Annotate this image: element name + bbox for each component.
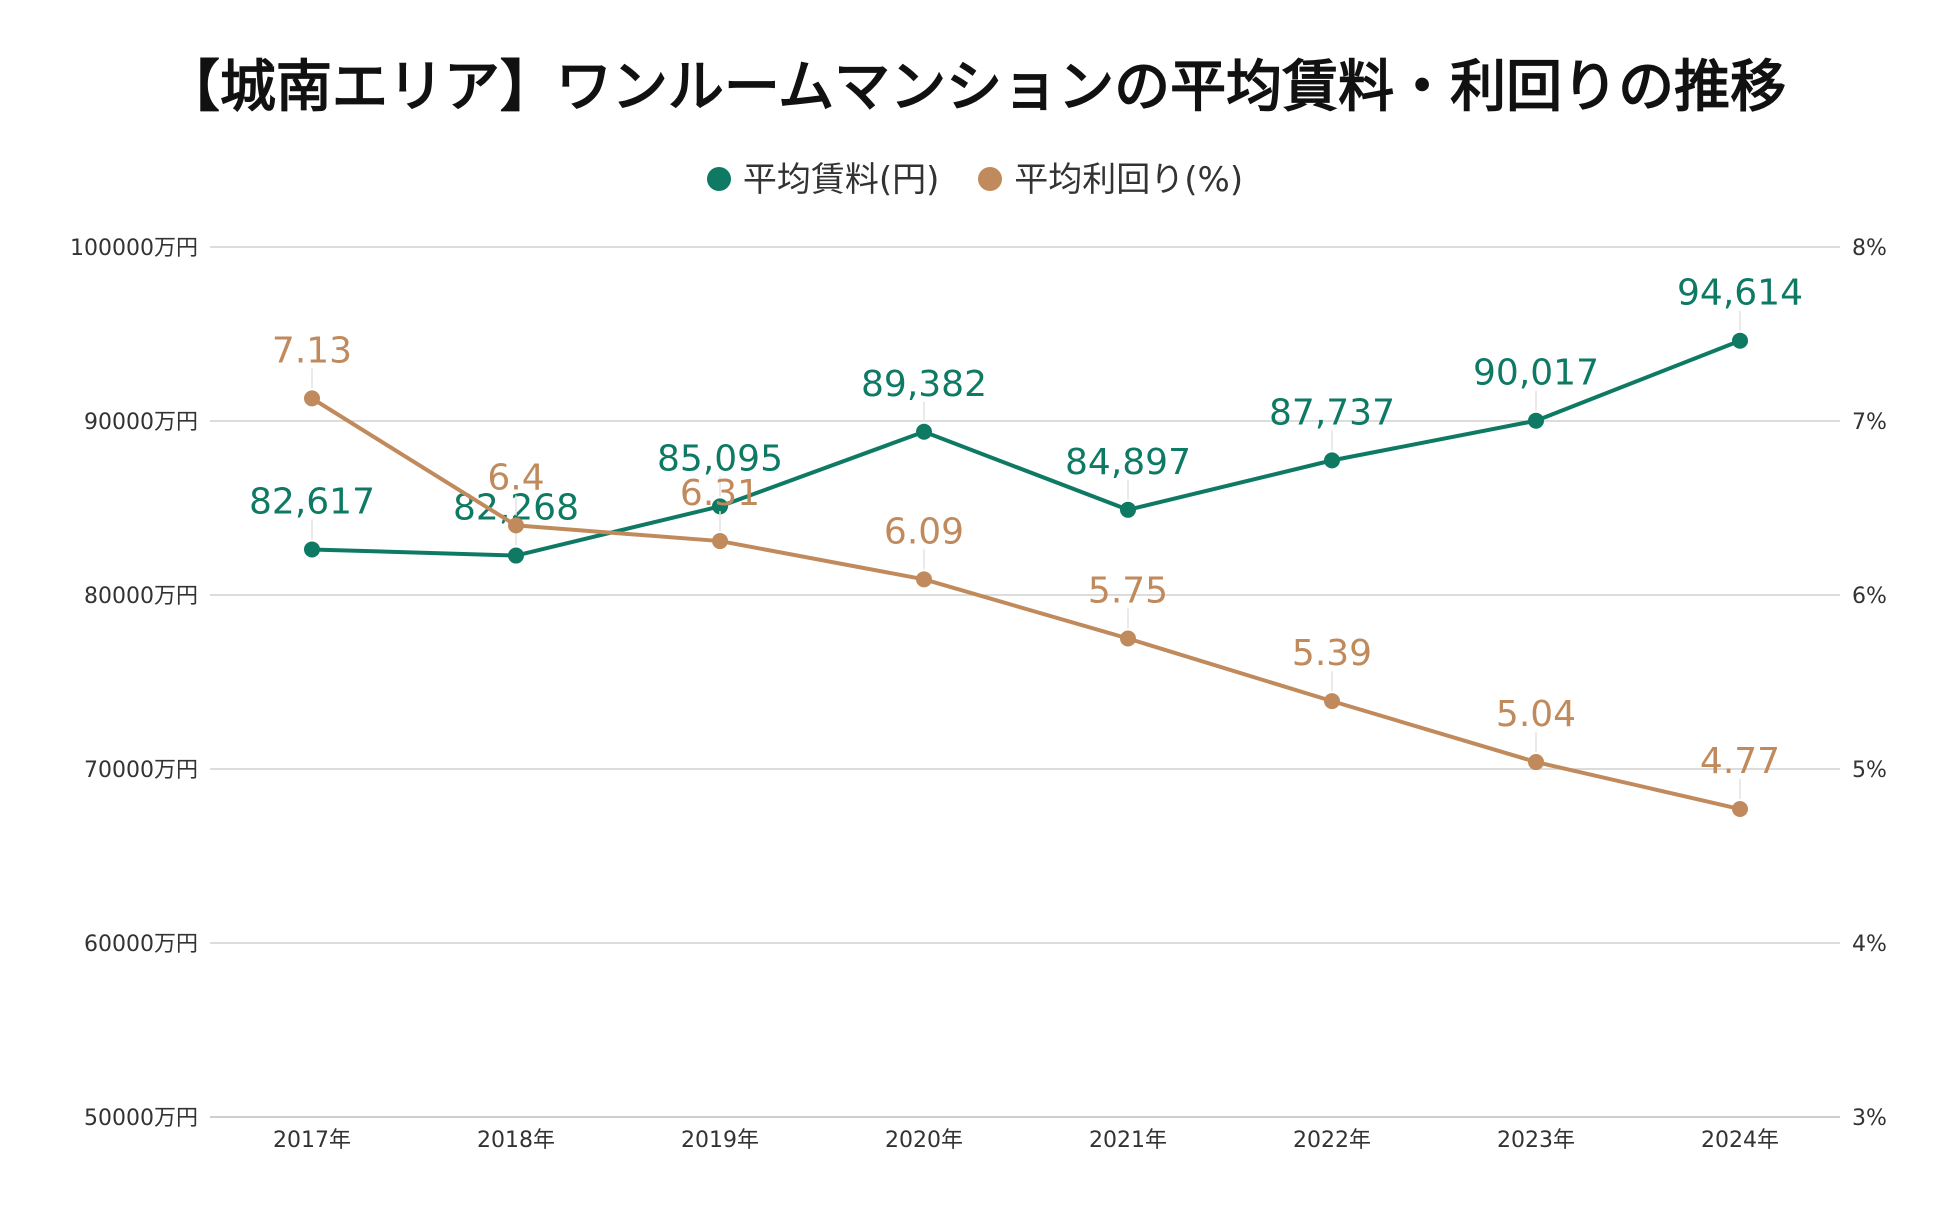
yield-data-label: 6.4 bbox=[487, 457, 544, 498]
yield-series-line bbox=[310, 396, 1741, 811]
rent-data-label: 84,897 bbox=[1065, 442, 1191, 483]
x-tick-label: 2022年 bbox=[1293, 1128, 1371, 1153]
x-tick-label: 2019年 bbox=[681, 1128, 759, 1153]
yield-data-point bbox=[1120, 630, 1136, 647]
legend-label-rent: 平均賃料(円) bbox=[742, 160, 940, 200]
rent-data-point bbox=[1732, 332, 1748, 349]
y-right-tick-label: 7% bbox=[1852, 410, 1887, 435]
x-tick-label: 2018年 bbox=[477, 1128, 555, 1153]
x-tick-label: 2023年 bbox=[1497, 1128, 1575, 1153]
rent-data-point bbox=[304, 541, 320, 558]
yield-data-point bbox=[1528, 754, 1544, 771]
y-left-tick-label: 100000万円 bbox=[70, 236, 198, 261]
rent-data-point bbox=[916, 423, 932, 440]
rent-data-point bbox=[1528, 412, 1544, 429]
yield-data-label: 7.13 bbox=[272, 330, 352, 371]
yield-data-point bbox=[508, 517, 524, 534]
x-tick-label: 2017年 bbox=[273, 1128, 351, 1153]
y-right-tick-label: 8% bbox=[1852, 236, 1887, 261]
rent-data-label: 89,382 bbox=[861, 364, 987, 405]
legend-label-yield: 平均利回り(%) bbox=[1014, 160, 1244, 200]
yield-data-label: 5.75 bbox=[1088, 571, 1168, 612]
chart-title: 【城南エリア】ワンルームマンションの平均賃料・利回りの推移 bbox=[163, 55, 1787, 120]
rent-series-line bbox=[311, 338, 1741, 558]
legend-marker-yield bbox=[978, 166, 1003, 191]
y-right-tick-label: 3% bbox=[1852, 1106, 1887, 1131]
rent-data-label: 85,095 bbox=[657, 438, 783, 479]
yield-data-point bbox=[916, 571, 932, 588]
yield-data-point bbox=[1324, 693, 1340, 710]
yield-data-point bbox=[712, 533, 728, 550]
rent-data-point bbox=[1324, 452, 1340, 469]
y-left-tick-label: 80000万円 bbox=[84, 584, 198, 609]
legend-marker-rent bbox=[706, 166, 731, 191]
y-right-tick-label: 6% bbox=[1852, 584, 1887, 609]
y-right-tick-label: 5% bbox=[1852, 758, 1887, 783]
rent-data-label: 82,617 bbox=[249, 481, 375, 522]
rent-data-point bbox=[508, 547, 524, 564]
rent-data-label: 87,737 bbox=[1269, 392, 1395, 433]
rent-data-label: 90,017 bbox=[1473, 353, 1599, 394]
y-right-tick-label: 4% bbox=[1852, 932, 1887, 957]
y-left-tick-label: 90000万円 bbox=[84, 410, 198, 435]
yield-data-label: 4.77 bbox=[1700, 741, 1780, 782]
legend: 平均賃料(円) 平均利回り(%) bbox=[0, 152, 1950, 201]
y-left-tick-label: 60000万円 bbox=[84, 932, 198, 957]
x-tick-label: 2020年 bbox=[885, 1128, 963, 1153]
rent-data-point bbox=[712, 498, 728, 515]
legend-item-yield[interactable]: 平均利回り(%) bbox=[978, 152, 1243, 201]
yield-data-label: 5.39 bbox=[1292, 633, 1372, 674]
yield-data-point bbox=[304, 390, 320, 407]
x-tick-label: 2024年 bbox=[1701, 1128, 1779, 1153]
yield-data-label: 6.09 bbox=[884, 511, 964, 552]
yield-data-label: 6.31 bbox=[680, 473, 760, 514]
y-left-tick-label: 50000万円 bbox=[84, 1106, 198, 1131]
x-tick-label: 2021年 bbox=[1089, 1128, 1167, 1153]
yield-data-label: 5.04 bbox=[1496, 694, 1576, 735]
y-left-tick-label: 70000万円 bbox=[84, 758, 198, 783]
rent-data-point bbox=[1120, 501, 1136, 518]
yield-data-point bbox=[1732, 801, 1748, 818]
rent-data-label: 94,614 bbox=[1677, 273, 1803, 314]
legend-item-rent[interactable]: 平均賃料(円) bbox=[706, 152, 940, 201]
